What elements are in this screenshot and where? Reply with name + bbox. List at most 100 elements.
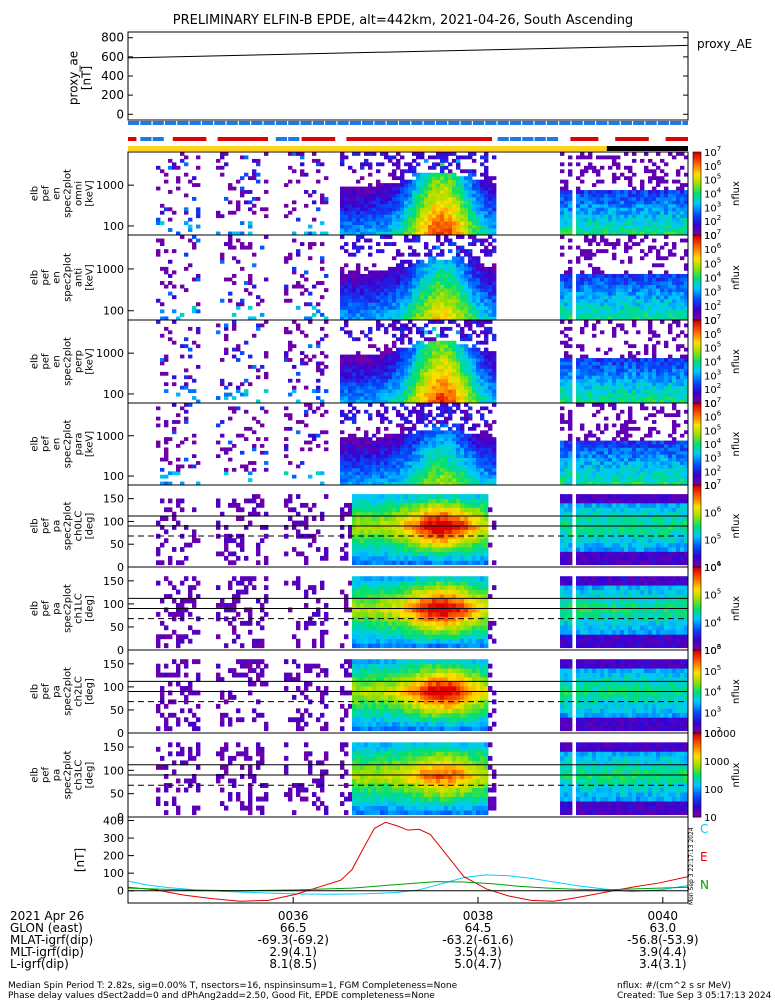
spectrogram-cell <box>432 231 437 236</box>
spectrogram-cell <box>568 375 573 380</box>
spectrogram-cell <box>424 158 429 163</box>
spectrogram-cell <box>440 172 445 177</box>
spectrogram-cell <box>428 309 433 314</box>
spectrogram-cell <box>624 340 629 345</box>
spectrogram-cell <box>400 371 405 376</box>
spectrogram-cell <box>356 217 361 222</box>
spectrogram-cell <box>224 337 229 342</box>
spectrogram-cell <box>344 196 349 201</box>
spectrogram-cell <box>472 210 477 215</box>
spectrogram-cell <box>464 305 469 310</box>
spectrogram-cell <box>388 396 393 400</box>
spectrogram-cell <box>580 249 585 254</box>
spectrogram-cell <box>188 389 193 394</box>
spectrogram-cell <box>628 312 633 317</box>
spectrogram-cell <box>340 155 345 160</box>
spectrogram-cell <box>676 361 681 366</box>
colorbar-cell <box>693 269 701 272</box>
spectrogram-cell <box>236 433 241 438</box>
spectrogram-cell <box>420 302 425 307</box>
spectrogram-cell <box>616 281 621 285</box>
spectrogram-cell <box>416 266 421 271</box>
spectrogram-cell <box>580 179 585 184</box>
spectrogram-cell <box>360 392 365 397</box>
spectrogram-cell <box>408 165 413 170</box>
spectrogram-cell <box>632 392 637 397</box>
spectrogram-cell <box>576 378 581 383</box>
spectrogram-cell <box>352 447 357 452</box>
spectrogram-cell <box>472 200 477 205</box>
spectrogram-cell <box>360 200 365 205</box>
spectrogram-cell <box>452 385 457 390</box>
spectrogram-cell <box>364 433 369 438</box>
spectrogram-cell <box>632 152 637 156</box>
spectrogram-cell <box>624 378 629 383</box>
spectrogram-cell <box>404 231 409 236</box>
spectrogram-cell <box>576 207 581 212</box>
spectrogram-cell <box>224 242 229 247</box>
spectrogram-cell <box>344 474 349 479</box>
spectrogram-cell <box>392 295 397 300</box>
spectrogram-cell <box>356 354 361 359</box>
spectrogram-cell <box>252 333 257 338</box>
spectrogram-cell <box>664 344 669 349</box>
spectrogram-cell <box>608 214 613 219</box>
spectrogram-cell <box>564 295 569 300</box>
spectrogram-cell <box>584 302 589 307</box>
orbit-blue-dash <box>472 121 485 125</box>
spectrogram-cell <box>428 231 433 236</box>
spectrogram-cell <box>656 389 661 394</box>
spectrogram-cell <box>372 368 377 373</box>
spectrogram-cell <box>608 378 613 383</box>
spectrogram-cell <box>616 309 621 314</box>
spectrogram-cell <box>492 277 497 282</box>
spectrogram-cell <box>188 354 193 359</box>
spectrogram-cell <box>672 190 677 194</box>
spectrogram-cell <box>404 467 409 472</box>
spectrogram-cell <box>596 242 601 247</box>
spectrogram-cell <box>428 207 433 212</box>
spectrogram-cell <box>616 361 621 366</box>
spectrogram-cell <box>576 284 581 289</box>
spectrogram-cell <box>452 361 457 366</box>
spectrogram-cell <box>348 207 353 212</box>
spectrogram-cell <box>244 426 249 431</box>
spectrogram-cell <box>344 203 349 208</box>
spectrogram-cell <box>380 186 385 191</box>
spectrogram-cell <box>672 368 677 373</box>
spectrogram-cell <box>648 378 653 383</box>
spectrogram-cell <box>476 382 481 387</box>
spectrogram-cell <box>488 309 493 314</box>
spectrogram-cell <box>428 403 433 407</box>
spectrogram-cell <box>432 263 437 268</box>
colorbar-cell <box>693 277 701 281</box>
spectrogram-cell <box>348 481 353 486</box>
spectrogram-cell <box>588 200 593 205</box>
spectrogram-cell <box>460 183 465 187</box>
spectrogram-cell <box>440 176 445 181</box>
spectrogram-cell <box>432 471 437 476</box>
spectrogram-cell <box>384 378 389 383</box>
spectrogram-cell <box>220 378 225 383</box>
spectrogram-cell <box>596 270 601 275</box>
spectrogram-cell <box>608 361 613 366</box>
spectrogram-cell <box>344 389 349 394</box>
spectrogram-cell <box>488 235 493 239</box>
spectrogram-cell <box>656 284 661 289</box>
spectrogram-cell <box>616 399 621 404</box>
spectrogram-cell <box>412 440 417 445</box>
spectrogram-cell <box>596 309 601 314</box>
spectrogram-cell <box>464 200 469 205</box>
spectrogram-cell <box>600 375 605 380</box>
spectrogram-cell <box>380 385 385 390</box>
spectrogram-cell <box>460 298 465 303</box>
spectrogram-cell <box>596 396 601 400</box>
spectrogram-cell <box>648 288 653 293</box>
spectrogram-cell <box>464 302 469 307</box>
spectrogram-cell <box>420 179 425 184</box>
spectrogram-cell <box>424 371 429 376</box>
spectrogram-cell <box>612 252 617 257</box>
spectrogram-cell <box>412 450 417 455</box>
spectrogram-cell <box>420 203 425 208</box>
spectrogram-cell <box>440 169 445 174</box>
